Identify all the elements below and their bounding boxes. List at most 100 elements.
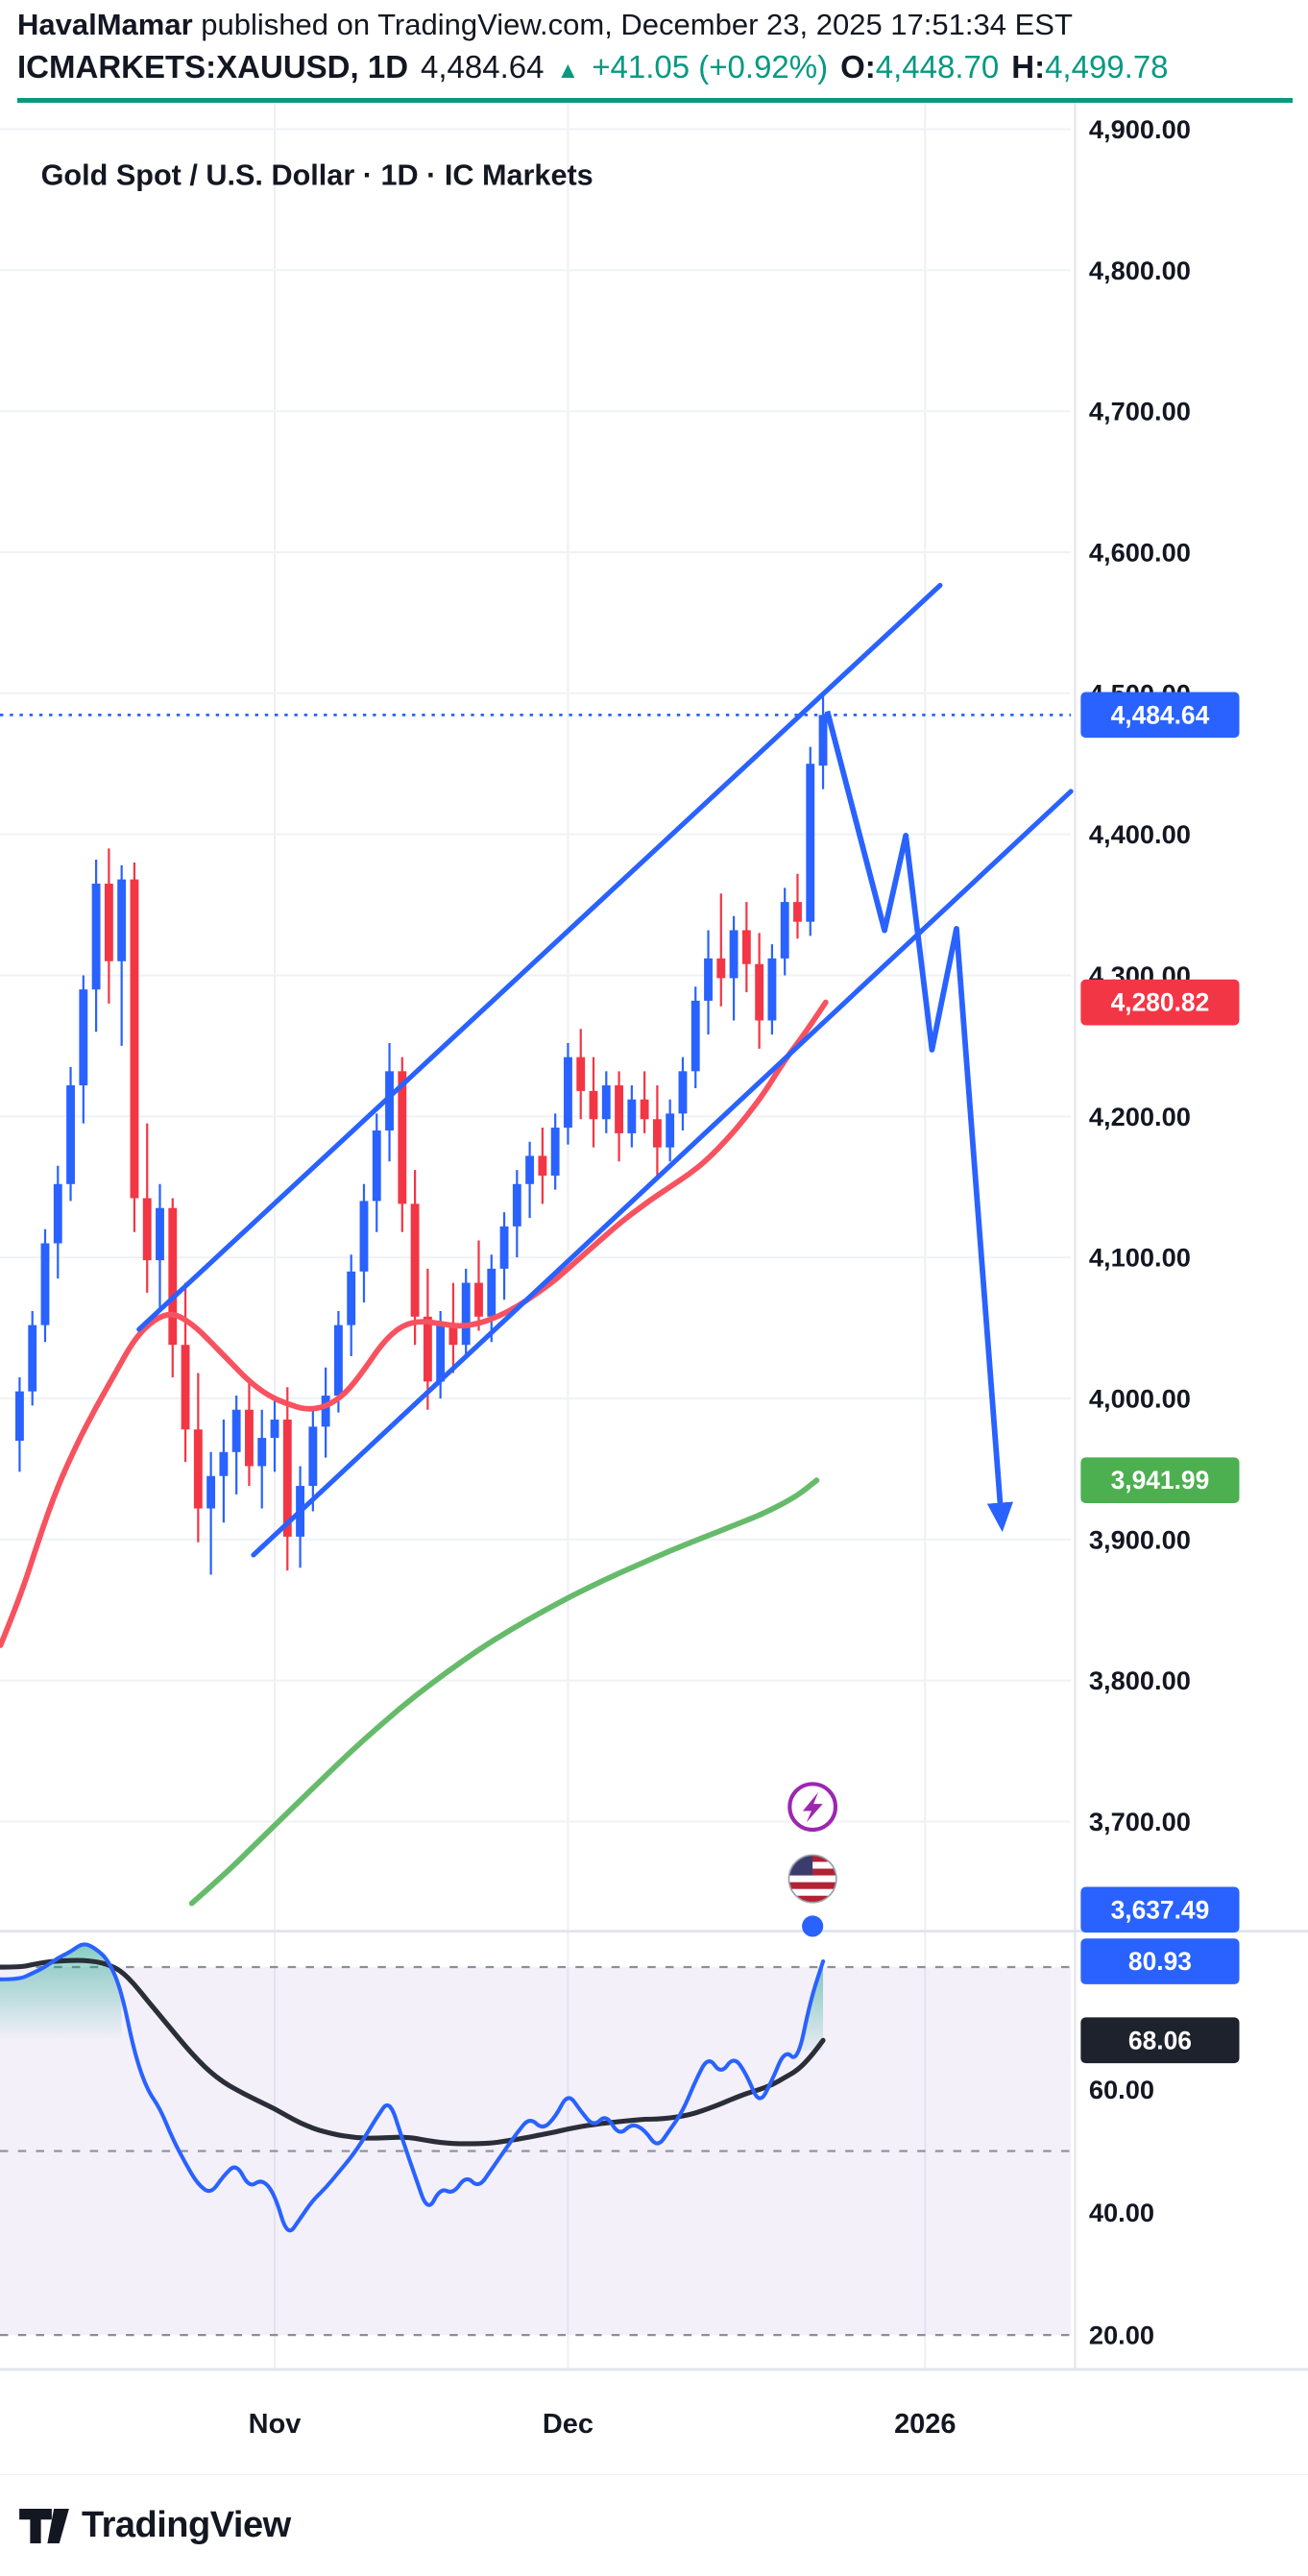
- green-ma-line: [188, 1477, 820, 1907]
- candle: [372, 1113, 381, 1232]
- footer-bar: TradingView: [0, 2474, 1308, 2576]
- candle: [130, 862, 139, 1232]
- gold-price-chart[interactable]: 4,900.004,800.004,700.004,600.004,500.00…: [0, 103, 1308, 2474]
- price-axis-label: 4,600.00: [1089, 537, 1191, 567]
- candle: [704, 930, 713, 1035]
- candle: [729, 915, 739, 1021]
- candle: [741, 902, 751, 993]
- candle: [550, 1113, 560, 1190]
- candle: [231, 1396, 241, 1495]
- publish-info-line: HavalMamar published on TradingView.com,…: [17, 8, 1293, 42]
- time-axis-label: Nov: [249, 2409, 302, 2440]
- candle: [525, 1141, 535, 1219]
- open-pair: O:4,448.70: [840, 48, 999, 86]
- candle: [755, 933, 764, 1049]
- tradingview-logo[interactable]: TradingView: [19, 2505, 291, 2546]
- channel-upper-line[interactable]: [136, 582, 943, 1332]
- rsi-overbought-fill-left: [0, 1942, 122, 2041]
- candle: [576, 1029, 586, 1120]
- candle: [245, 1381, 254, 1487]
- candle: [282, 1387, 292, 1571]
- chart-title: Gold Spot / U.S. Dollar · 1D · IC Market…: [41, 158, 593, 191]
- author-name[interactable]: HavalMamar: [17, 8, 193, 41]
- candle: [666, 1099, 675, 1162]
- svg-text:80.93: 80.93: [1128, 1947, 1192, 1976]
- rsi-indicator: [0, 1942, 826, 2233]
- candle: [690, 986, 700, 1088]
- candle: [793, 873, 802, 939]
- price-axis-label: 4,400.00: [1089, 819, 1191, 849]
- candle: [601, 1071, 611, 1133]
- candle: [28, 1310, 37, 1406]
- candle: [780, 887, 789, 976]
- candle: [652, 1085, 662, 1176]
- symbol-name: ICMARKETS:XAUUSD, 1D: [17, 49, 409, 85]
- candle: [308, 1409, 318, 1512]
- rsi-line: [0, 1942, 826, 2233]
- candlestick-series: [15, 693, 828, 1575]
- publish-header: HavalMamar published on TradingView.com,…: [0, 0, 1308, 103]
- axis-price-badge: 80.93: [1080, 1938, 1240, 1984]
- high-value: 4,499.78: [1045, 49, 1169, 85]
- candle: [615, 1071, 623, 1162]
- red-ma-line: [0, 999, 829, 1648]
- rsi-bands: [0, 1965, 1072, 2337]
- price-axis-label: 4,900.00: [1089, 114, 1191, 144]
- event-icons: [787, 1782, 838, 1937]
- axis-price-badge: 3,637.49: [1080, 1886, 1240, 1933]
- candle: [79, 975, 88, 1124]
- candle: [15, 1376, 24, 1472]
- price-axis-label: 3,700.00: [1089, 1807, 1191, 1836]
- publish-info: published on TradingView.com, December 2…: [192, 8, 1073, 41]
- candle: [564, 1042, 572, 1145]
- candle: [321, 1367, 330, 1458]
- time-axis-label: 2026: [894, 2409, 956, 2440]
- channel-lower-line[interactable]: [251, 789, 1074, 1558]
- candle: [359, 1183, 369, 1303]
- gridlines: [0, 103, 1072, 2369]
- candle: [461, 1268, 471, 1359]
- candle: [193, 1373, 203, 1543]
- candle: [716, 893, 726, 1007]
- svg-text:4,484.64: 4,484.64: [1111, 700, 1210, 729]
- svg-text:3,637.49: 3,637.49: [1111, 1895, 1210, 1924]
- axis-price-badge: 4,484.64: [1080, 692, 1240, 739]
- price-axis-label: 4,100.00: [1089, 1243, 1191, 1273]
- brand-name: TradingView: [82, 2505, 291, 2545]
- us-flag-event-icon[interactable]: [787, 1854, 837, 1904]
- price-axis-label: 4,800.00: [1089, 255, 1191, 285]
- candle: [640, 1071, 649, 1133]
- trend-drawings: [0, 582, 1074, 1558]
- candle: [410, 1170, 420, 1346]
- event-marker-dot[interactable]: [802, 1915, 824, 1937]
- candle: [818, 693, 828, 790]
- open-label: O:: [840, 49, 876, 85]
- candle: [104, 848, 113, 1004]
- price-axis-label: 3,800.00: [1089, 1665, 1191, 1695]
- candle: [156, 1183, 164, 1311]
- candle: [385, 1042, 394, 1162]
- candle: [806, 746, 815, 936]
- lightning-event-icon[interactable]: [787, 1782, 838, 1833]
- candle: [512, 1170, 521, 1258]
- candle: [589, 1057, 598, 1148]
- time-axis-label: Dec: [543, 2409, 593, 2440]
- high-label: H:: [1011, 49, 1046, 85]
- rsi-overbought-fill-right: [785, 1961, 824, 2062]
- rsi-axis-label: 40.00: [1089, 2198, 1154, 2227]
- candle: [66, 1066, 75, 1202]
- open-value: 4,448.70: [875, 49, 1000, 85]
- price-change: +41.05 (+0.92%): [592, 49, 829, 85]
- high-pair: H:4,499.78: [1011, 48, 1168, 86]
- axis-price-badge: 4,280.82: [1080, 979, 1240, 1026]
- candle: [474, 1240, 483, 1331]
- rsi-ma-line: [0, 1957, 826, 2147]
- price-axis-label: 4,200.00: [1089, 1102, 1191, 1131]
- price-axis-label: 4,700.00: [1089, 397, 1191, 426]
- candle: [168, 1198, 178, 1377]
- axis-price-badge: 68.06: [1080, 2017, 1240, 2064]
- candle: [767, 944, 777, 1035]
- candle: [181, 1282, 190, 1463]
- price-axis-label: 4,000.00: [1089, 1383, 1191, 1413]
- projection-arrow[interactable]: [824, 710, 1013, 1533]
